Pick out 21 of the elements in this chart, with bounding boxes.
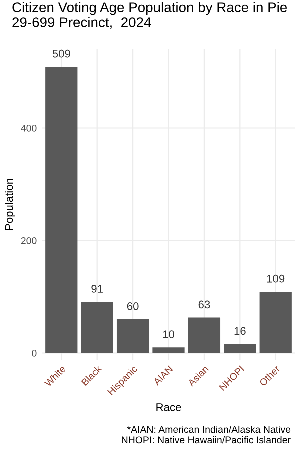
y-tick-label: 200 xyxy=(21,237,37,244)
y-tick-label: 0 xyxy=(32,350,37,357)
bar xyxy=(260,292,292,354)
data-label: 509 xyxy=(52,50,70,58)
bar xyxy=(188,318,221,354)
data-label: 10 xyxy=(163,330,174,338)
x-axis-title: Race xyxy=(156,404,182,412)
y-axis-title: Population xyxy=(5,179,16,230)
y-tick-label: 400 xyxy=(21,124,37,132)
bar xyxy=(152,348,185,354)
bar xyxy=(81,302,114,354)
bar xyxy=(46,66,78,354)
text: *AIAN: American Indian/Alaska Native NHOPI: Native Hawaiin/Pacific Islander xyxy=(122,426,291,444)
chart-title: Citizen Voting Age Population by Race in Pie 29-699 Precinct, 2024 xyxy=(12,2,288,30)
data-label: 91 xyxy=(92,285,103,293)
data-label: 109 xyxy=(267,274,285,283)
bar xyxy=(116,320,150,354)
data-label: 63 xyxy=(198,300,210,309)
data-label: 60 xyxy=(127,302,139,310)
bar xyxy=(224,344,256,354)
data-label: 16 xyxy=(234,327,246,336)
